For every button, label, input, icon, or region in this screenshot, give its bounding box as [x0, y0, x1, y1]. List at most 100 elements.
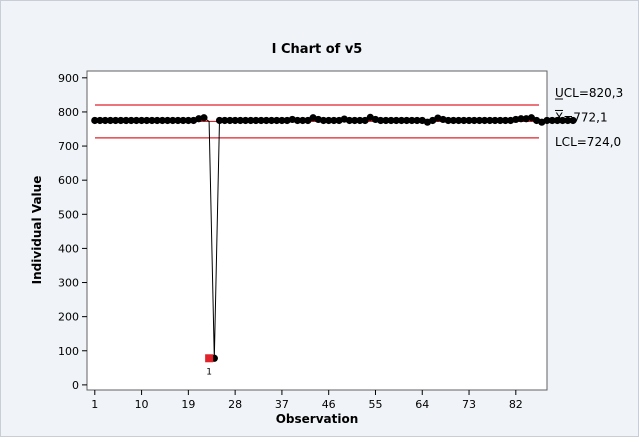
- data-point: [569, 116, 577, 125]
- x-tick-label: 1: [91, 398, 98, 411]
- data-point: [397, 116, 406, 125]
- data-point: [345, 116, 354, 125]
- flagged-point-label: 1: [206, 367, 212, 377]
- y-tick-label: 900: [58, 72, 79, 85]
- y-tick-label: 500: [58, 208, 79, 221]
- data-point: [247, 116, 255, 125]
- data-point: [143, 116, 151, 125]
- data-point: [252, 116, 260, 125]
- data-point: [444, 116, 452, 125]
- x-tick-label: 19: [181, 398, 195, 411]
- y-tick-label: 600: [58, 174, 79, 187]
- y-axis-label: Individual Value: [30, 176, 44, 285]
- y-tick-label: 400: [58, 242, 79, 255]
- flagged-point: [205, 354, 214, 363]
- y-axis: 0 100 200 300 400 500 600 700 800 900: [58, 72, 87, 392]
- data-point: [127, 116, 135, 125]
- data-point: [351, 116, 359, 125]
- data-point: [356, 116, 364, 125]
- data-point: [215, 116, 224, 125]
- data-point: [179, 116, 187, 125]
- data-point: [106, 116, 114, 125]
- data-point: [387, 116, 395, 125]
- data-point: [226, 116, 234, 125]
- y-tick-label: 700: [58, 140, 79, 153]
- data-point: [319, 116, 328, 125]
- data-point: [153, 116, 161, 125]
- y-tick-label: 800: [58, 106, 79, 119]
- data-point: [111, 116, 120, 125]
- data-point: [137, 116, 146, 125]
- x-tick-label: 10: [135, 398, 149, 411]
- data-point: [377, 116, 385, 125]
- data-point: [460, 116, 468, 125]
- data-point: [408, 116, 416, 125]
- data-point: [299, 116, 307, 125]
- control-limit-label-ucl: UCL=820,3: [555, 86, 623, 100]
- plot-area: [86, 70, 548, 391]
- x-tick-label: 37: [275, 398, 289, 411]
- data-point: [293, 116, 302, 125]
- y-tick-label: 300: [58, 277, 79, 290]
- data-point: [117, 116, 125, 125]
- data-point: [91, 116, 99, 125]
- data-point: [267, 116, 276, 125]
- data-point: [325, 116, 333, 125]
- data-point: [96, 116, 104, 125]
- data-point: [163, 116, 172, 125]
- data-point: [481, 116, 489, 125]
- data-point: [465, 116, 473, 125]
- data-point: [273, 116, 281, 125]
- data-point: [257, 116, 265, 125]
- y-tick-label: 200: [58, 311, 79, 324]
- x-tick-label: 55: [368, 398, 382, 411]
- data-point: [101, 116, 109, 125]
- x-tick-label: 64: [415, 398, 429, 411]
- data-point: [231, 116, 239, 125]
- data-point: [558, 116, 567, 125]
- x-tick-label: 28: [228, 398, 242, 411]
- data-point: [543, 116, 551, 125]
- data-point: [158, 116, 166, 125]
- data-point: [403, 116, 411, 125]
- data-point: [475, 116, 484, 125]
- data-point: [564, 116, 572, 125]
- x-tick-label: 46: [322, 398, 336, 411]
- data-series: 1: [91, 113, 577, 377]
- x-tick-label: 82: [509, 398, 523, 411]
- data-point: [236, 116, 244, 125]
- data-point: [486, 116, 494, 125]
- data-point: [330, 116, 338, 125]
- data-point: [392, 116, 400, 125]
- data-point: [382, 116, 390, 125]
- data-point: [174, 116, 182, 125]
- control-limit-label-lcl: LCL=724,0: [555, 135, 621, 149]
- chart-title: I Chart of v5: [272, 42, 363, 57]
- data-point: [169, 116, 177, 125]
- data-point: [553, 116, 561, 125]
- data-point: [455, 116, 463, 125]
- x-axis-label: Observation: [276, 412, 359, 426]
- data-point: [122, 116, 130, 125]
- data-point: [221, 116, 229, 125]
- data-point: [548, 116, 556, 125]
- y-tick-label: 100: [58, 345, 79, 358]
- data-point: [501, 116, 510, 125]
- data-point: [148, 116, 156, 125]
- data-point: [241, 116, 250, 125]
- data-point: [496, 116, 504, 125]
- data-point: [361, 116, 369, 125]
- data-point: [470, 116, 478, 125]
- data-point: [200, 114, 208, 122]
- data-point: [517, 115, 525, 123]
- data-point: [132, 116, 140, 125]
- data-point: [413, 116, 421, 125]
- x-axis: 1 10 19 28 37 46 55 64 73 82: [91, 390, 523, 411]
- x-tick-label: 73: [462, 398, 476, 411]
- data-point: [278, 116, 286, 125]
- data-point: [491, 116, 499, 125]
- y-tick-label: 0: [72, 379, 79, 392]
- data-point: [449, 116, 458, 125]
